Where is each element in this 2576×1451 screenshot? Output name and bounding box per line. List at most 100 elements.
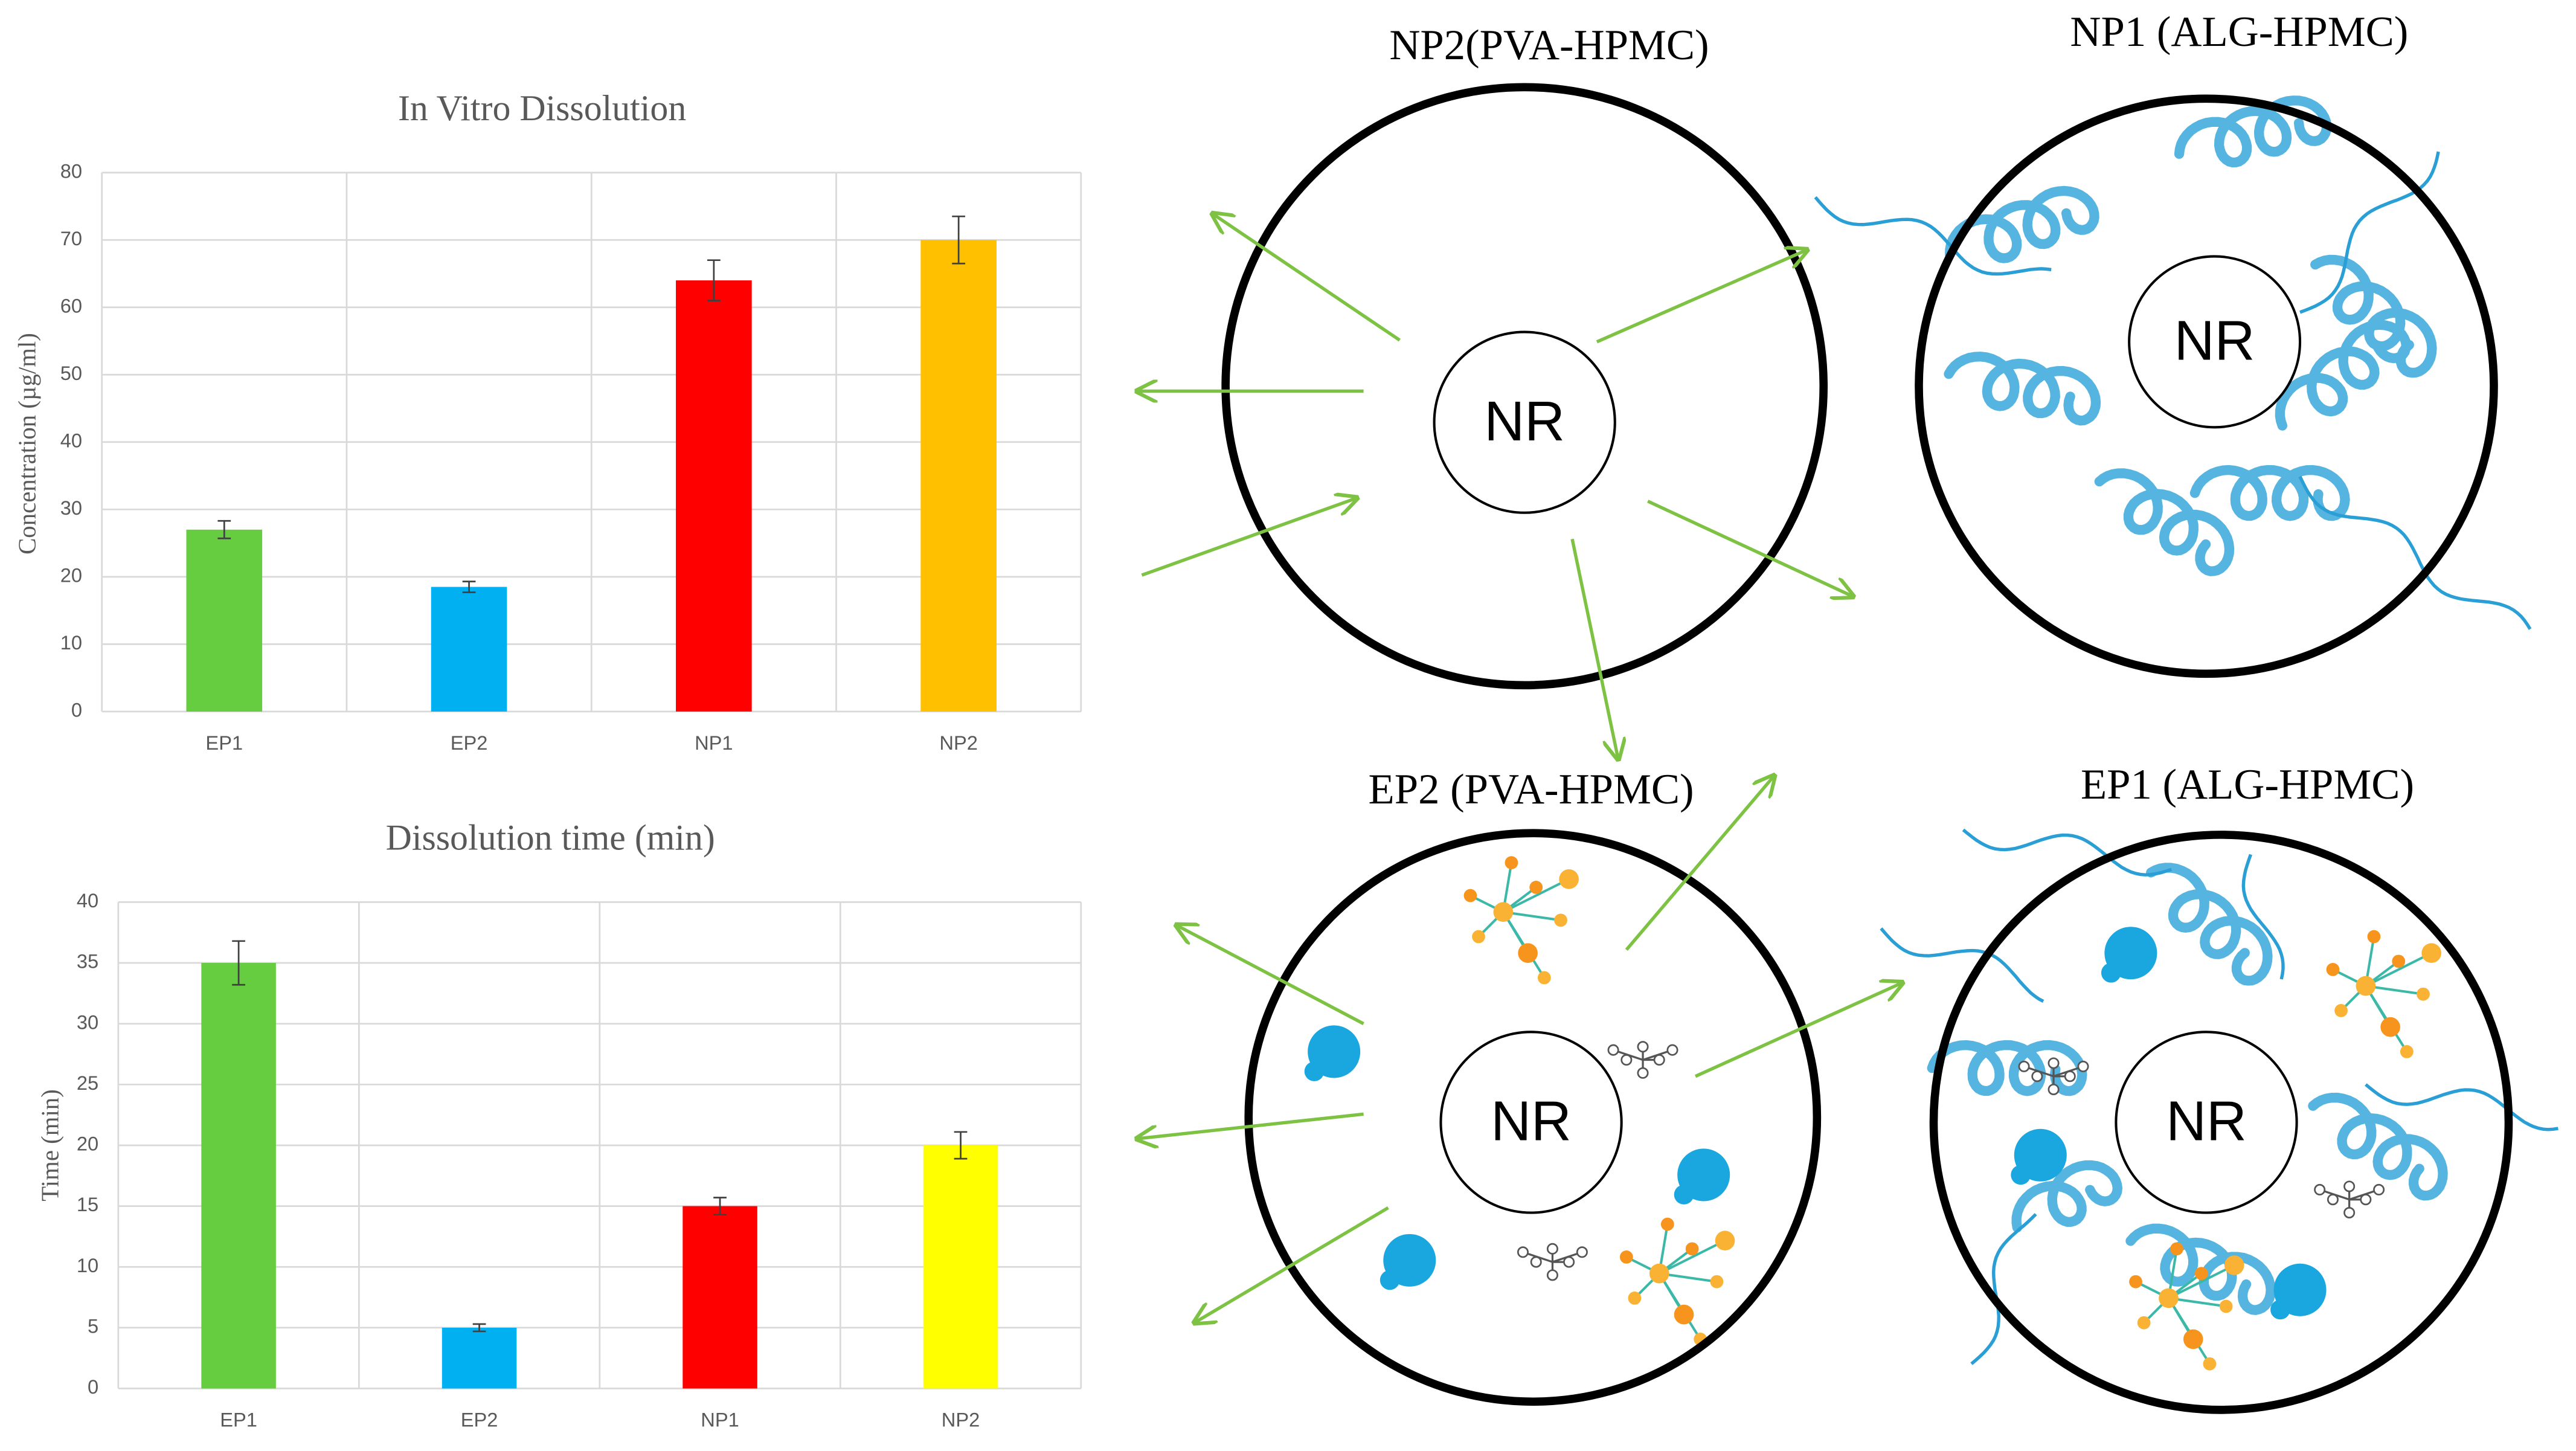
- panel-title: EP1 (ALG-HPMC): [2081, 761, 2414, 808]
- molecule-atom: [1493, 902, 1514, 922]
- molecule-atom: [1554, 913, 1567, 927]
- bar: [676, 280, 752, 712]
- polymer-chain: [1970, 1213, 2037, 1365]
- small-molecule-atom: [2327, 1194, 2339, 1206]
- molecule-atom: [1685, 1242, 1699, 1256]
- molecule-bond: [1502, 878, 1570, 913]
- bar: [920, 240, 997, 712]
- core-label: NR: [1484, 390, 1565, 452]
- core-outline: [2115, 1031, 2298, 1214]
- molecule-atom: [1559, 869, 1579, 889]
- small-molecule-atom: [2343, 1206, 2356, 1219]
- small-molecule-atom: [2373, 1183, 2385, 1195]
- molecule-atom: [2219, 1299, 2233, 1313]
- small-molecule-atom: [2048, 1057, 2060, 1069]
- molecule-atom: [2137, 1316, 2151, 1330]
- polymer-coil: [2125, 1223, 2276, 1315]
- error-bar: [472, 1323, 486, 1333]
- core-outline: [1433, 330, 1616, 514]
- particle-outline: [1929, 831, 2513, 1414]
- small-molecule-atom: [1530, 1256, 1542, 1268]
- small-molecule-atom: [1607, 1044, 1619, 1056]
- y-tick-label: 30: [77, 1011, 98, 1033]
- y-tick-label: 0: [88, 1375, 98, 1398]
- release-arrow: [1625, 776, 1775, 951]
- x-tick-label: EP2: [451, 732, 488, 754]
- x-tick-label: EP2: [461, 1409, 498, 1431]
- molecule-atom: [1660, 1217, 1674, 1231]
- polymer-coil: [2094, 468, 2235, 576]
- molecule-atom: [2400, 1045, 2414, 1058]
- polymer-coil: [2189, 465, 2350, 521]
- error-bar: [713, 1197, 727, 1216]
- y-tick-label: 80: [60, 159, 82, 182]
- bar: [186, 529, 263, 712]
- core-label: NR: [1491, 1090, 1572, 1153]
- x-tick-label: NP2: [939, 732, 977, 754]
- polymer-chain: [1814, 196, 2052, 276]
- panel-title: NP2(PVA-HPMC): [1389, 22, 1709, 69]
- core-label: NR: [2174, 309, 2255, 372]
- polymer-coil: [2011, 1160, 2123, 1233]
- release-arrow: [1212, 214, 1401, 342]
- molecule-atom: [2334, 1004, 2348, 1017]
- molecule-atom: [1537, 971, 1551, 985]
- polymer-coil: [2174, 95, 2332, 168]
- release-arrow: [1177, 925, 1364, 1026]
- drug-particle: [1674, 1185, 1694, 1205]
- small-molecule-atom: [1546, 1269, 1558, 1281]
- small-molecule-atom: [1546, 1243, 1558, 1255]
- particle-outline: [1915, 94, 2498, 678]
- small-molecule-atom: [1653, 1054, 1665, 1066]
- small-molecule-atom: [2018, 1060, 2030, 1072]
- release-arrow: [1570, 538, 1618, 759]
- polymer-chain: [2241, 854, 2285, 980]
- x-tick-label: NP2: [942, 1409, 980, 1431]
- molecule-bond: [2168, 1264, 2235, 1299]
- small-molecule-atom: [1637, 1067, 1649, 1079]
- polymer-coil: [2308, 1092, 2448, 1201]
- molecule-atom: [1505, 856, 1518, 870]
- small-molecule-atom: [2343, 1180, 2356, 1192]
- small-molecule-atom: [1666, 1044, 1678, 1056]
- y-tick-label: 15: [77, 1193, 98, 1215]
- molecule-atom: [1463, 889, 1477, 902]
- molecule-atom: [2129, 1275, 2142, 1289]
- molecule-bond: [1659, 1239, 1726, 1275]
- molecule-atom: [1472, 930, 1485, 944]
- y-tick-label: 20: [77, 1133, 98, 1155]
- release-arrow: [1694, 983, 1903, 1078]
- molecule-atom: [1674, 1304, 1694, 1325]
- molecule-atom: [2356, 976, 2376, 996]
- polymer-coil: [2146, 863, 2273, 986]
- molecule-atom: [2159, 1288, 2179, 1308]
- y-axis-label: Concentration (µg/ml): [13, 333, 40, 555]
- molecule-atom: [2367, 930, 2381, 944]
- polymer-coil: [1945, 185, 2099, 263]
- x-tick-label: EP1: [205, 732, 243, 754]
- y-tick-label: 5: [88, 1315, 98, 1337]
- polymer-chain: [2299, 151, 2440, 314]
- error-bar: [707, 259, 721, 301]
- chart-title: In Vitro Dissolution: [398, 88, 686, 128]
- y-tick-label: 25: [77, 1072, 98, 1094]
- molecule-atom: [2194, 1267, 2208, 1281]
- y-tick-label: 40: [77, 889, 98, 912]
- y-axis-label: Time (min): [36, 1089, 63, 1202]
- molecule-atom: [2421, 943, 2441, 964]
- bar: [683, 1206, 757, 1389]
- polymer-chain: [2365, 1083, 2558, 1131]
- x-tick-label: NP1: [695, 732, 733, 754]
- bar: [442, 1327, 517, 1389]
- drug-particle: [2101, 963, 2121, 983]
- particle-outline: [1221, 83, 1828, 690]
- molecule-atom: [2203, 1357, 2217, 1371]
- small-molecule-atom: [2360, 1194, 2372, 1206]
- drug-particle: [1380, 1270, 1400, 1290]
- small-molecule-atom: [2031, 1070, 2043, 1083]
- molecule-atom: [1529, 881, 1543, 894]
- polymer-chain: [2298, 475, 2532, 630]
- y-tick-label: 60: [60, 294, 82, 317]
- y-tick-label: 70: [60, 227, 82, 249]
